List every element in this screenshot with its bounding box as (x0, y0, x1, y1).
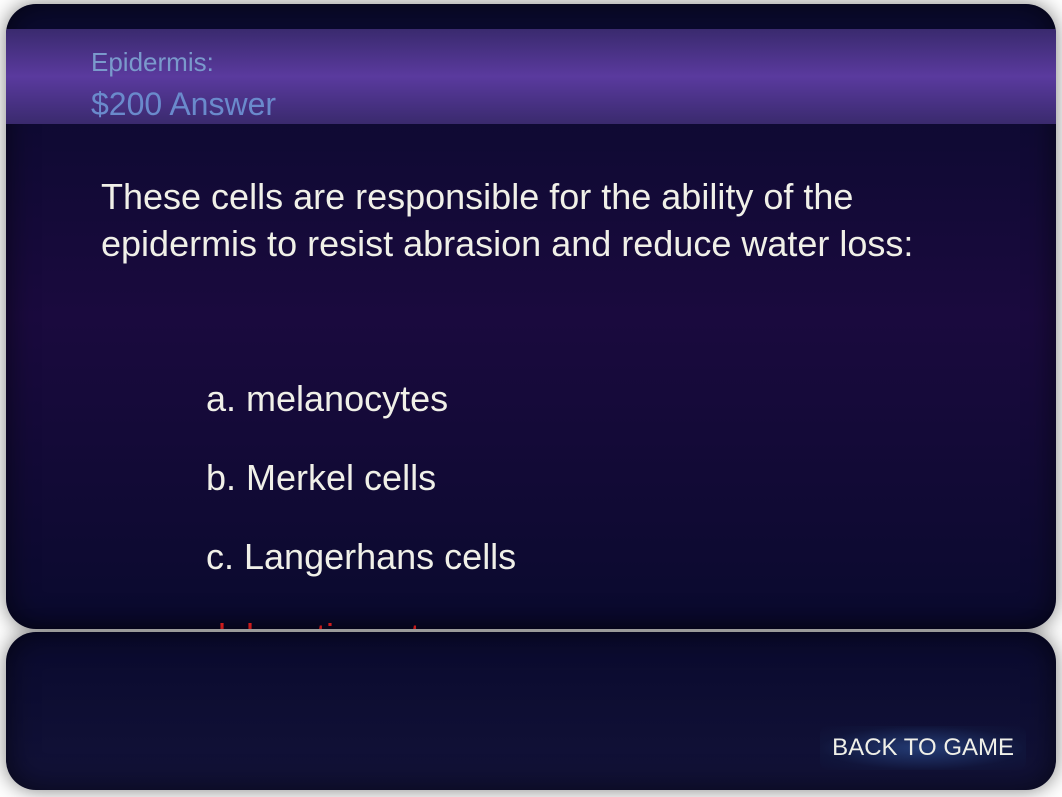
footer-card: BACK TO GAME (6, 632, 1056, 790)
option-c: c. Langerhans cells (206, 517, 516, 596)
header-band: Epidermis: $200 Answer (6, 29, 1056, 124)
question-text: These cells are responsible for the abil… (101, 174, 996, 268)
back-to-game-button[interactable]: BACK TO GAME (820, 726, 1026, 770)
option-a: a. melanocytes (206, 359, 516, 438)
value-answer-label: $200 Answer (91, 86, 1056, 123)
option-d: d. keratinocytes (206, 597, 516, 629)
question-card: Epidermis: $200 Answer These cells are r… (6, 4, 1056, 629)
category-label: Epidermis: (91, 47, 1056, 78)
option-b: b. Merkel cells (206, 438, 516, 517)
options-list: a. melanocytes b. Merkel cells c. Langer… (206, 359, 516, 629)
